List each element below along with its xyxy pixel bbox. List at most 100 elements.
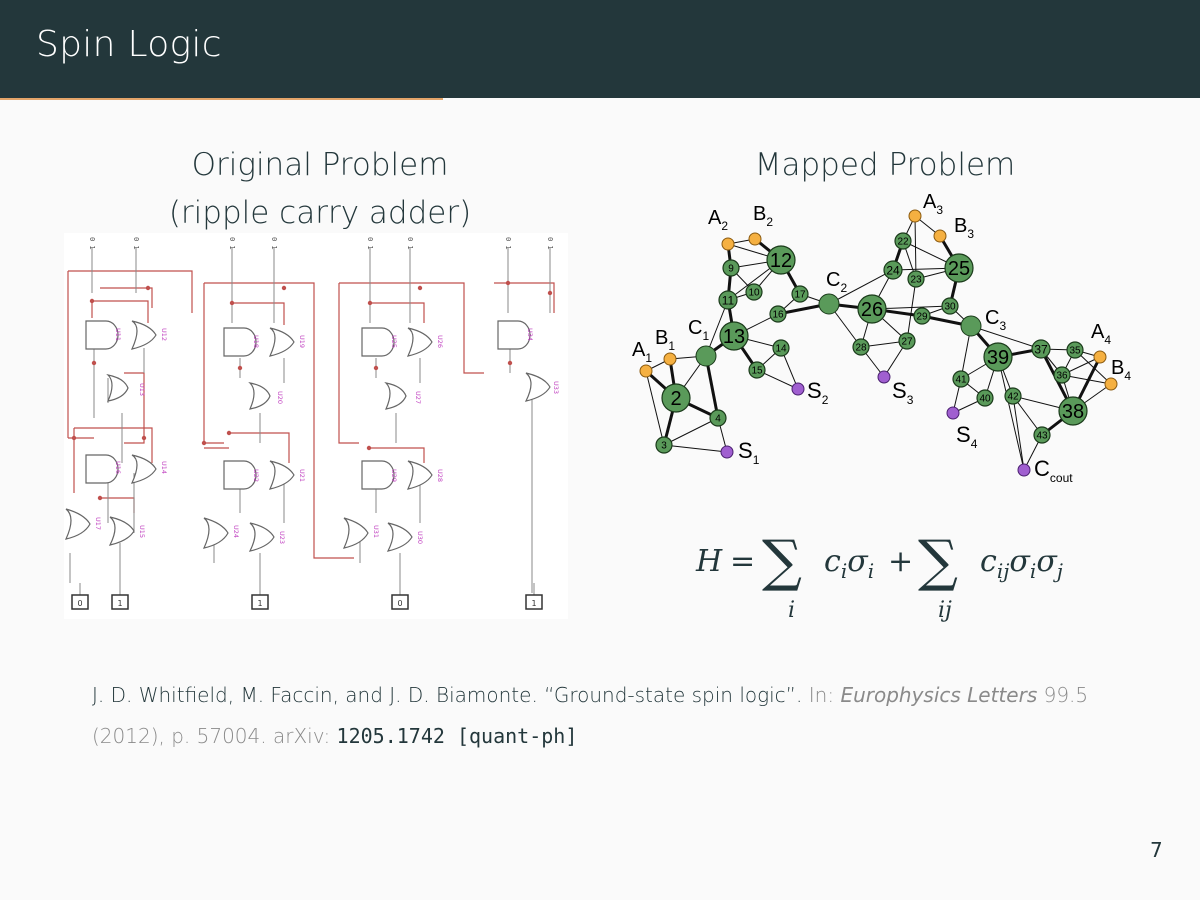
citation-arxiv-label: arXiv:	[272, 724, 331, 748]
variable-label: Ccout	[1034, 456, 1073, 485]
carry-node	[960, 315, 982, 337]
gate-label: U29	[390, 469, 398, 482]
ancilla-node	[1031, 339, 1051, 359]
gate-label: U20	[276, 391, 284, 404]
eq-lhs: H	[696, 544, 723, 579]
ancilla-node	[719, 321, 749, 351]
variable-label: S2	[807, 378, 829, 407]
ancilla-node	[1066, 341, 1084, 359]
ancilla-node	[661, 383, 691, 413]
wire-junctions	[71, 280, 553, 501]
output-node	[946, 406, 960, 420]
gate-label: U17	[94, 517, 102, 530]
output-node	[720, 445, 734, 459]
graph-edge	[704, 355, 720, 419]
graph-edge	[906, 278, 917, 342]
output-value: 1	[531, 599, 536, 608]
citation-in: In:	[808, 683, 835, 707]
ancilla-node	[898, 332, 916, 350]
gate-label: U26	[436, 335, 444, 348]
original-problem-subtitle: (ripple carry adder)	[168, 195, 472, 231]
gate-label: U34	[526, 328, 534, 341]
node-number: 38	[1062, 401, 1084, 423]
node-number: 37	[1034, 342, 1048, 356]
variable-label: S4	[956, 422, 978, 451]
output-probe	[391, 594, 409, 610]
ancilla-node	[1058, 396, 1088, 426]
variable-label: B3	[954, 215, 974, 241]
circuit-input-label: 0 1	[366, 237, 374, 250]
node-number: 36	[1056, 371, 1068, 382]
ancilla-node	[766, 245, 796, 275]
output-value: 1	[257, 599, 262, 608]
variable-label: A2	[708, 207, 728, 233]
citation-title: “Ground-state spin logic”.	[544, 683, 803, 707]
node-number: 17	[794, 290, 806, 301]
graph-edge	[914, 215, 917, 280]
variable-label: S1	[738, 438, 760, 467]
ancilla-node	[709, 409, 727, 427]
gate-label: U33	[552, 381, 560, 394]
citation-volume: 99.5 (2012), p. 57004.	[92, 683, 1089, 748]
ancilla-node	[769, 305, 787, 323]
graph-edge	[970, 325, 1042, 350]
ancilla-node	[655, 436, 673, 454]
circuit-output-probes: 0 1 1 0 1	[71, 583, 543, 610]
node-number: 2	[670, 388, 681, 410]
node-number: 3	[661, 441, 667, 452]
circuit-input-label: 0 1	[546, 237, 554, 250]
ancilla-node	[894, 232, 912, 250]
circuit-leads	[69, 248, 551, 593]
ancilla-node	[745, 283, 763, 301]
graph-edge	[663, 417, 719, 446]
input-node	[663, 352, 677, 366]
gate-label: U23	[278, 531, 286, 544]
citation-authors: J. D. Whitfield, M. Faccin, and J. D. Bi…	[92, 683, 538, 707]
ancilla-node	[791, 285, 809, 303]
ancilla-node	[913, 307, 931, 325]
circuit-input-label: 0 1	[88, 237, 96, 250]
node-number: 16	[772, 310, 784, 321]
slide-header: Spin Logic	[0, 0, 1200, 98]
gate-label: U14	[160, 461, 168, 474]
node-number: 15	[751, 366, 763, 377]
node-number: 14	[775, 344, 787, 355]
header-progress-rule	[0, 98, 443, 100]
carry-node	[818, 293, 840, 315]
reference-citation: J. D. Whitfield, M. Faccin, and J. D. Bi…	[92, 675, 1122, 757]
variable-label: B4	[1111, 357, 1131, 383]
graph-edge	[1012, 395, 1025, 471]
mapped-ising-graph: 2 3 4 9 10 11 12 13 14 15 16 17 22 23 24 25 26 27 28 29 30 35…	[620, 188, 1140, 498]
node-number: 40	[979, 394, 991, 405]
ancilla-node	[941, 297, 959, 315]
ancilla-node	[852, 338, 870, 356]
gate-label: U25	[390, 335, 398, 348]
node-number: 42	[1007, 392, 1019, 403]
logic-gates	[64, 320, 551, 552]
circuit-input-label: 0 1	[270, 237, 278, 250]
citation-arxiv-id: 1205.1742 [quant-ph]	[336, 724, 578, 748]
eq-sum-2-index: ij	[938, 598, 952, 623]
ancilla-node	[718, 290, 738, 310]
original-problem-title: Original Problem	[191, 147, 449, 183]
graph-edge	[645, 370, 665, 446]
gate-label: U15	[138, 525, 146, 538]
hamiltonian-equation: H = ∑ i ciσi + ∑ ij cijσiσj	[696, 530, 1116, 630]
circuit-gate-labels: U11 U12 U13 U16 U14 U17 U15 U18 U19 U20 U22 U21 U24 U…	[94, 328, 560, 544]
ancilla-node	[883, 260, 903, 280]
gate-label: U19	[298, 335, 306, 348]
variable-label: C3	[985, 307, 1006, 333]
ancilla-node	[772, 339, 790, 357]
input-node	[933, 229, 947, 243]
input-node	[721, 237, 735, 251]
circuit-input-label: 0 1	[228, 237, 236, 250]
node-number: 12	[770, 250, 792, 272]
circuit-input-label: 0 1	[406, 237, 414, 250]
circuit-input-label: 0 1	[132, 237, 140, 250]
citation-journal: Europhysics Letters	[840, 683, 1038, 707]
input-node	[748, 232, 762, 246]
eq-term-1: ciσi	[824, 544, 875, 583]
output-probe	[71, 594, 89, 610]
ancilla-node	[1053, 366, 1071, 384]
